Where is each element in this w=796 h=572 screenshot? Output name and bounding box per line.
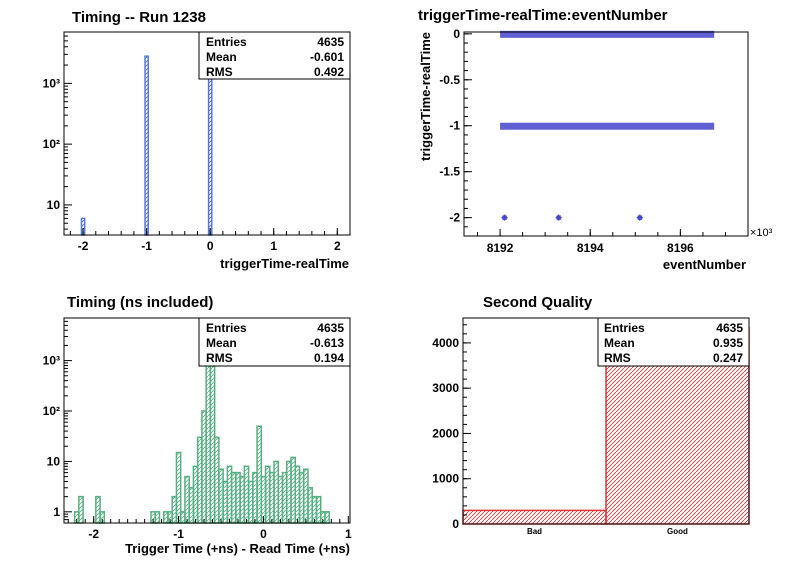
pad-timing-ns: Timing (ns included) -2 -1 0 1 1 10 10² 10³ Tri… [43, 294, 352, 556]
pad1-stat-mean-value: -0.601 [310, 50, 344, 64]
pad4-title: Second Quality [483, 294, 593, 311]
pad3-ytick-label: 10 [47, 454, 61, 468]
pad4-stats-box: Entries 4635 Mean 0.935 RMS 0.247 [597, 317, 750, 367]
pad3-xtick-label: 0 [260, 527, 267, 541]
pad2-frame [463, 31, 749, 237]
pad2-ytick-label: -1.5 [439, 165, 460, 179]
pad1-xtick-label: 1 [270, 239, 277, 253]
pad3-stat-rms-value: 0.194 [314, 351, 344, 365]
pad3-ytick-label: 10³ [43, 354, 60, 368]
pad4-category-label-0: Bad [527, 527, 542, 536]
pad1-bar-1 [144, 55, 149, 236]
pad1-xtick-label: 0 [207, 239, 214, 253]
pad2-xtick-label: 8194 [577, 241, 604, 255]
pad2-title: triggerTime-realTime:eventNumber [418, 7, 668, 24]
pad2-x-multiplier: ×10³ [750, 227, 773, 239]
pad4-ytick-label: 2000 [432, 426, 459, 440]
pad2-point-1 [555, 214, 562, 221]
pad4-stat-rms-label: RMS [604, 351, 631, 365]
pad3-xtick-label: -2 [88, 527, 99, 541]
pad4-ytick-label: 4000 [432, 336, 459, 350]
pad1-ytick-label: 10² [43, 137, 60, 151]
pad3-bar-5 [154, 511, 161, 524]
pad3-stat-mean-value: -0.613 [310, 336, 344, 350]
pad3-stat-entries-value: 4635 [317, 321, 344, 335]
pad3-bar-44 [324, 511, 330, 524]
pad4-stat-entries-label: Entries [604, 321, 645, 335]
pad2-ylabel: triggerTime-realTime [418, 32, 433, 161]
pad2-point-2 [636, 214, 643, 221]
pad3-title: Timing (ns included) [67, 294, 213, 311]
pad1-xtick-label: 2 [334, 239, 341, 253]
pad4-stat-mean-value: 0.935 [713, 336, 743, 350]
pad-second-quality: Second Quality Bad Good01000200030004000 … [432, 294, 750, 536]
pad3-ytick-label: 10² [43, 404, 60, 418]
pad-timing-run: Timing -- Run 1238 -2 -1 0 1 2 10 10² 10³ trigg… [43, 9, 351, 271]
pad3-stat-mean-label: Mean [206, 336, 237, 350]
pad2-ytick-label: -2 [449, 211, 460, 225]
pad1-bar-2 [207, 68, 213, 236]
pad2-band-0 [500, 30, 715, 38]
pad1-title: Timing -- Run 1238 [72, 9, 206, 26]
pad3-xtick-label: -1 [173, 527, 184, 541]
pad3-xlabel: Trigger Time (+ns) - Read Time (+ns) [125, 541, 350, 556]
pad-scatter: triggerTime-realTime:eventNumber 8192 819… [418, 7, 773, 272]
pad2-point-0 [501, 214, 508, 221]
pad4-stat-rms-value: 0.247 [713, 351, 743, 365]
pad1-stats-box: Entries 4635 Mean -0.601 RMS 0.492 [198, 31, 351, 80]
pad1-xtick-label: -2 [78, 239, 89, 253]
pad1-stat-entries-value: 4635 [317, 35, 344, 49]
pad4-ytick-label: 3000 [432, 381, 459, 395]
pad4-stat-mean-label: Mean [604, 336, 635, 350]
pad2-ytick-label: -1 [449, 119, 460, 133]
pad2-xtick-label: 8192 [487, 241, 514, 255]
pad4-ytick-label: 0 [452, 517, 459, 531]
pad3-ytick-label: 1 [53, 505, 60, 519]
pad4-stat-entries-value: 4635 [716, 321, 743, 335]
pad1-stat-rms-label: RMS [206, 65, 233, 79]
pad3-stats-box: Entries 4635 Mean -0.613 RMS 0.194 [198, 317, 351, 367]
pad1-xlabel: triggerTime-realTime [220, 256, 349, 271]
pad1-stat-entries-label: Entries [206, 35, 247, 49]
pad1-ytick-label: 10 [47, 198, 61, 212]
pad2-band-1 [500, 122, 715, 130]
pad1-xtick-label: -1 [141, 239, 152, 253]
pad3-stat-entries-label: Entries [206, 321, 247, 335]
pad4-ytick-label: 1000 [432, 472, 459, 486]
pad3-xtick-label: 1 [345, 527, 352, 541]
pad1-ytick-label: 10³ [43, 76, 60, 90]
pad2-xlabel: eventNumber [663, 257, 746, 272]
pad2-ytick-label: 0 [453, 27, 460, 41]
pad2-ytick-label: -0.5 [439, 73, 460, 87]
pad1-stat-rms-value: 0.492 [314, 65, 344, 79]
pad2-xtick-label: 8196 [667, 241, 694, 255]
pad4-bar-0 [462, 509, 607, 525]
pad3-bar-1 [78, 495, 84, 524]
pad1-stat-mean-label: Mean [206, 50, 237, 64]
pad4-category-label-1: Good [667, 527, 688, 536]
pad3-stat-rms-label: RMS [206, 351, 233, 365]
